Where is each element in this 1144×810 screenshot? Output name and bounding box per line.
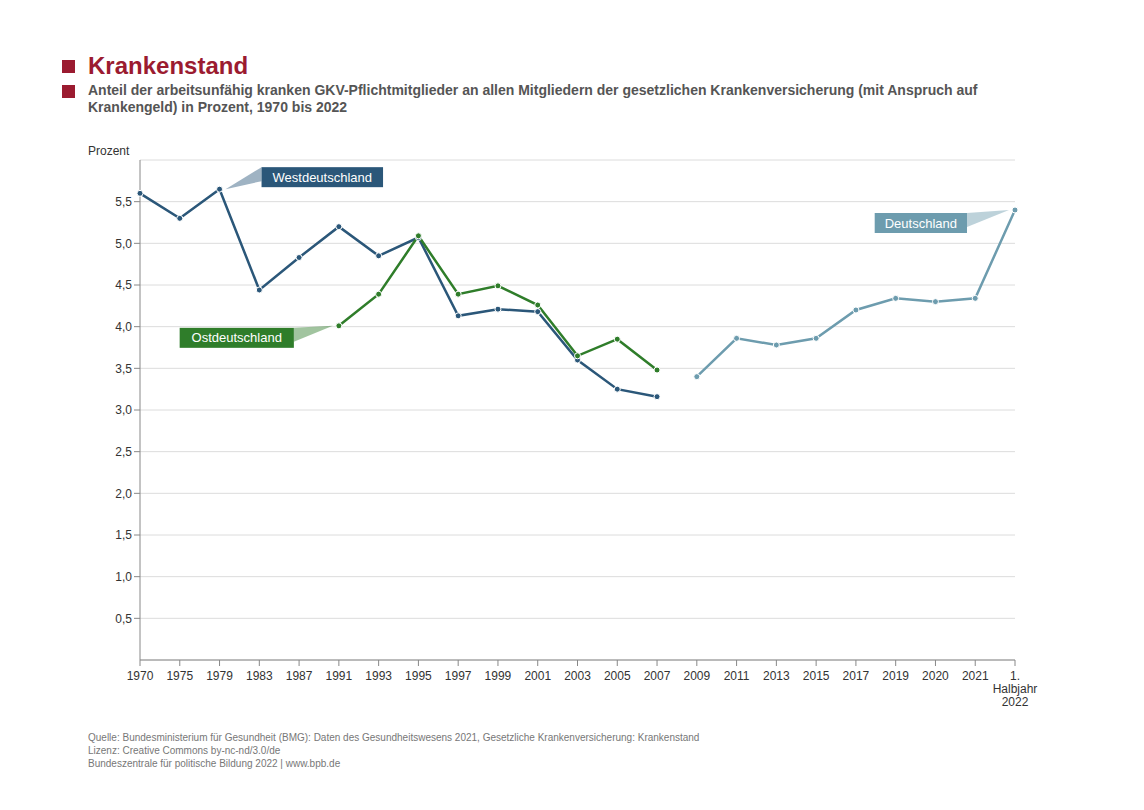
svg-text:1970: 1970 — [127, 669, 154, 683]
svg-text:2021: 2021 — [962, 669, 989, 683]
svg-text:4,5: 4,5 — [115, 278, 132, 292]
html-text:Anteil der arbeitsunfähig kran: Anteil der arbeitsunfähig kranken GKV-Pf… — [88, 82, 978, 115]
html-text:Bundeszentrale für politische: Bundeszentrale für politische Bildung 20… — [88, 758, 341, 769]
svg-text:3,5: 3,5 — [115, 362, 132, 376]
svg-text:1997: 1997 — [445, 669, 472, 683]
svg-text:2013: 2013 — [763, 669, 790, 683]
svg-text:2019: 2019 — [882, 669, 909, 683]
svg-text:1,0: 1,0 — [115, 570, 132, 584]
html-text:Prozent: Prozent — [88, 144, 130, 158]
svg-text:2017: 2017 — [843, 669, 870, 683]
svg-text:1995: 1995 — [405, 669, 432, 683]
svg-text:2003: 2003 — [564, 669, 591, 683]
svg-text:1993: 1993 — [365, 669, 392, 683]
svg-text:1,5: 1,5 — [115, 528, 132, 542]
svg-text:2001: 2001 — [524, 669, 551, 683]
svg-text:1991: 1991 — [326, 669, 353, 683]
svg-text:2015: 2015 — [803, 669, 830, 683]
html-text:Quelle: Bundesministerium für: Quelle: Bundesministerium für Gesundheit… — [88, 732, 700, 743]
svg-text:2020: 2020 — [922, 669, 949, 683]
svg-text:Westdeutschland: Westdeutschland — [273, 170, 373, 185]
svg-text:3,0: 3,0 — [115, 403, 132, 417]
html-text:Krankenstand: Krankenstand — [88, 52, 248, 79]
svg-text:Ostdeutschland: Ostdeutschland — [192, 330, 282, 345]
svg-text:1979: 1979 — [206, 669, 233, 683]
svg-text:1999: 1999 — [485, 669, 512, 683]
svg-text:4,0: 4,0 — [115, 320, 132, 334]
svg-text:1.Halbjahr2022: 1.Halbjahr2022 — [993, 669, 1038, 709]
svg-text:2,5: 2,5 — [115, 445, 132, 459]
svg-text:Deutschland: Deutschland — [885, 216, 957, 231]
svg-text:2009: 2009 — [683, 669, 710, 683]
svg-text:0,5: 0,5 — [115, 612, 132, 626]
svg-text:1983: 1983 — [246, 669, 273, 683]
svg-text:1987: 1987 — [286, 669, 313, 683]
html-text:Lizenz: Creative Commons by-nc: Lizenz: Creative Commons by-nc-nd/3.0/de — [88, 745, 281, 756]
svg-text:1975: 1975 — [166, 669, 193, 683]
svg-text:5,0: 5,0 — [115, 237, 132, 251]
svg-text:2,0: 2,0 — [115, 487, 132, 501]
svg-text:5,5: 5,5 — [115, 195, 132, 209]
svg-text:2007: 2007 — [644, 669, 671, 683]
svg-text:2011: 2011 — [724, 669, 750, 683]
svg-text:2005: 2005 — [604, 669, 631, 683]
